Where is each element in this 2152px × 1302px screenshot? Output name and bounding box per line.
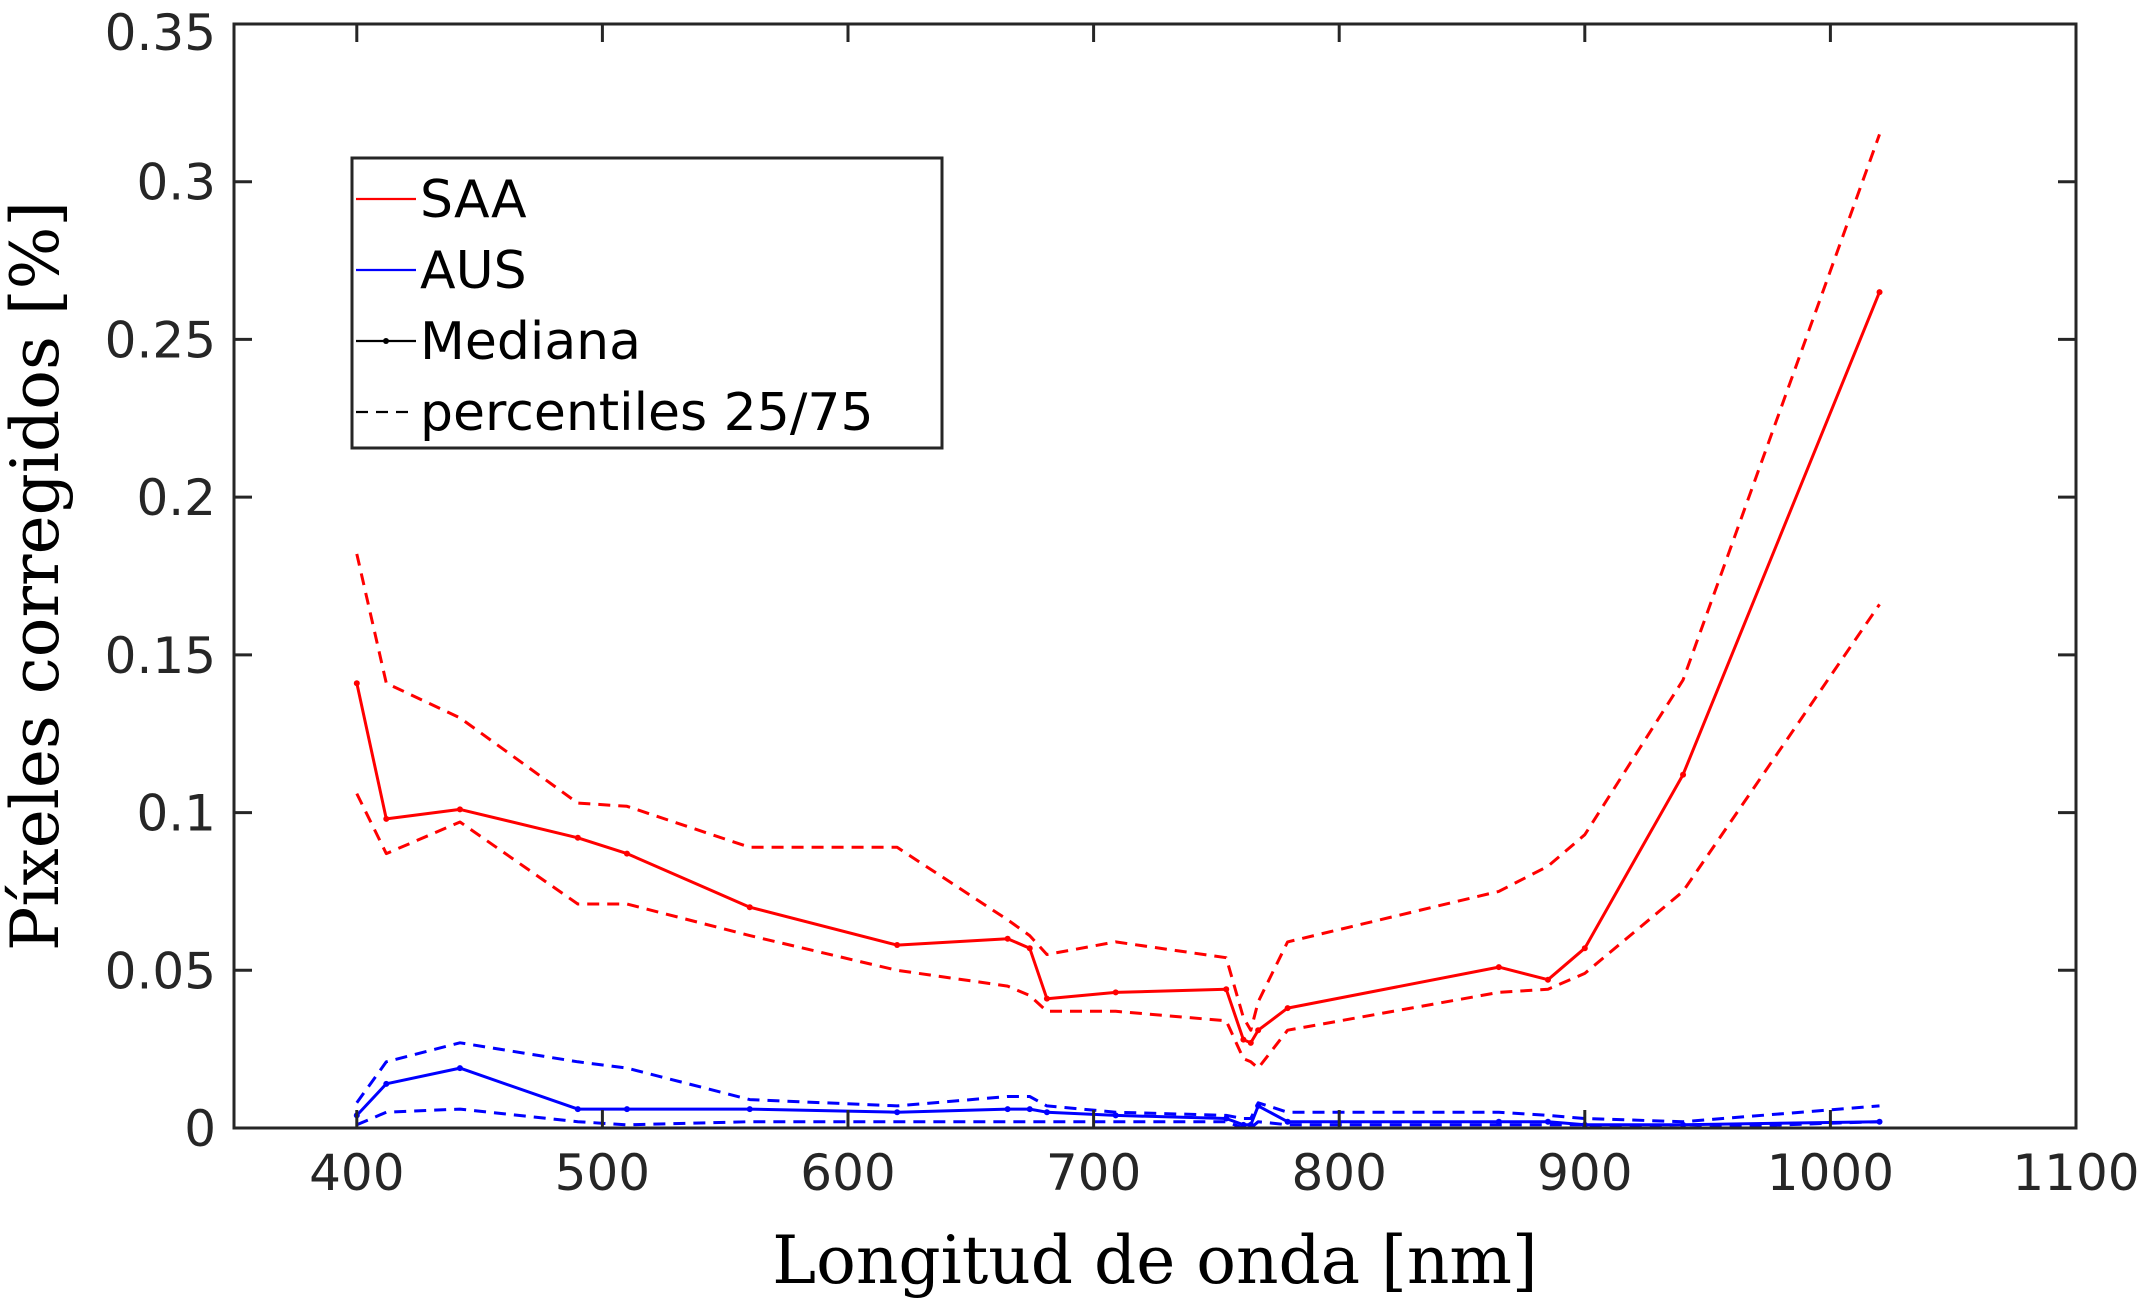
data-point-saa-mediana [1004, 935, 1011, 942]
x-axis: 400 500 600 700 800 900 1000 1100 [309, 24, 2140, 1202]
data-point-aus-mediana [1284, 1118, 1291, 1125]
y-tick-label: 0.25 [105, 311, 216, 369]
legend-label-saa: SAA [420, 170, 527, 230]
legend-box [350, 156, 944, 450]
series-line-saa-percentil-75 [355, 133, 1881, 1032]
legend-label-percentiles: percentiles 25/75 [420, 383, 874, 443]
x-tick-label: 1100 [2012, 1144, 2139, 1202]
series-line-aus-percentil-75 [355, 1041, 1880, 1124]
data-point-saa-mediana [1544, 976, 1551, 983]
y-tick-label: 0.2 [136, 469, 216, 527]
data-point-saa-mediana [1223, 986, 1230, 993]
y-tick-label: 0 [184, 1100, 216, 1158]
data-point-saa-mediana [1581, 945, 1588, 952]
data-point-aus-mediana [1680, 1121, 1687, 1128]
data-point-saa-mediana [1112, 989, 1119, 996]
legend-label-aus: AUS [420, 241, 527, 301]
y-tick-label: 0.15 [105, 627, 216, 685]
data-point-saa-mediana [894, 942, 901, 949]
data-point-saa-mediana [746, 904, 753, 911]
data-point-saa-mediana [1876, 289, 1883, 296]
data-point-saa-mediana [1495, 964, 1502, 971]
legend-marker-mediana [383, 338, 389, 344]
y-tick-label: 0.35 [105, 4, 216, 62]
x-tick-label: 600 [800, 1144, 895, 1202]
data-point-aus-mediana [383, 1080, 390, 1087]
data-point-saa-mediana [1255, 1027, 1262, 1034]
data-point-saa-mediana [1247, 1039, 1254, 1046]
x-tick-label: 700 [1046, 1144, 1141, 1202]
x-tick-label: 400 [309, 1144, 404, 1202]
series-line-aus-percentil-25 [356, 1107, 1880, 1130]
y-axis: 0 0.05 0.1 0.15 0.2 0.25 0.3 0.35 [105, 4, 2076, 1158]
legend-label-mediana: Mediana [420, 312, 641, 372]
data-point-aus-mediana [1026, 1106, 1033, 1113]
x-tick-label: 900 [1537, 1144, 1632, 1202]
data-point-aus-mediana [894, 1109, 901, 1116]
data-point-aus-mediana [623, 1106, 630, 1113]
data-point-aus-mediana [574, 1106, 581, 1113]
x-tick-label: 800 [1291, 1144, 1386, 1202]
y-tick-label: 0.3 [136, 154, 216, 212]
data-point-saa-mediana [383, 815, 390, 822]
data-point-aus-mediana [1544, 1118, 1551, 1125]
y-tick-label: 0.1 [136, 785, 216, 843]
data-point-aus-mediana [1112, 1112, 1119, 1119]
series-layer [353, 133, 1883, 1130]
data-point-aus-mediana [1004, 1106, 1011, 1113]
data-point-aus-mediana [1043, 1109, 1050, 1116]
data-point-saa-mediana [1680, 771, 1687, 778]
data-point-aus-mediana [1495, 1118, 1502, 1125]
data-point-saa-mediana [623, 850, 630, 857]
data-point-saa-mediana [1284, 1005, 1291, 1012]
data-point-saa-mediana [1240, 1036, 1247, 1043]
data-point-saa-mediana [1043, 995, 1050, 1002]
data-point-saa-mediana [1026, 945, 1033, 952]
data-point-saa-mediana [353, 680, 360, 687]
x-axis-title: Longitud de onda [nm] [772, 1222, 1537, 1299]
y-tick-label: 0.05 [105, 942, 216, 1000]
y-axis-title: Píxeles corregidos [%] [0, 201, 74, 951]
series-line-saa-percentil-25 [355, 603, 1881, 1070]
x-tick-label: 1000 [1767, 1144, 1894, 1202]
x-tick-label: 500 [555, 1144, 650, 1202]
legend: SAA AUS Mediana percentiles 25/75 [350, 156, 944, 450]
data-point-aus-mediana [456, 1065, 463, 1072]
data-point-saa-mediana [574, 834, 581, 841]
plot-area-frame [232, 22, 2078, 1130]
data-point-saa-mediana [456, 806, 463, 813]
data-point-aus-mediana [746, 1106, 753, 1113]
